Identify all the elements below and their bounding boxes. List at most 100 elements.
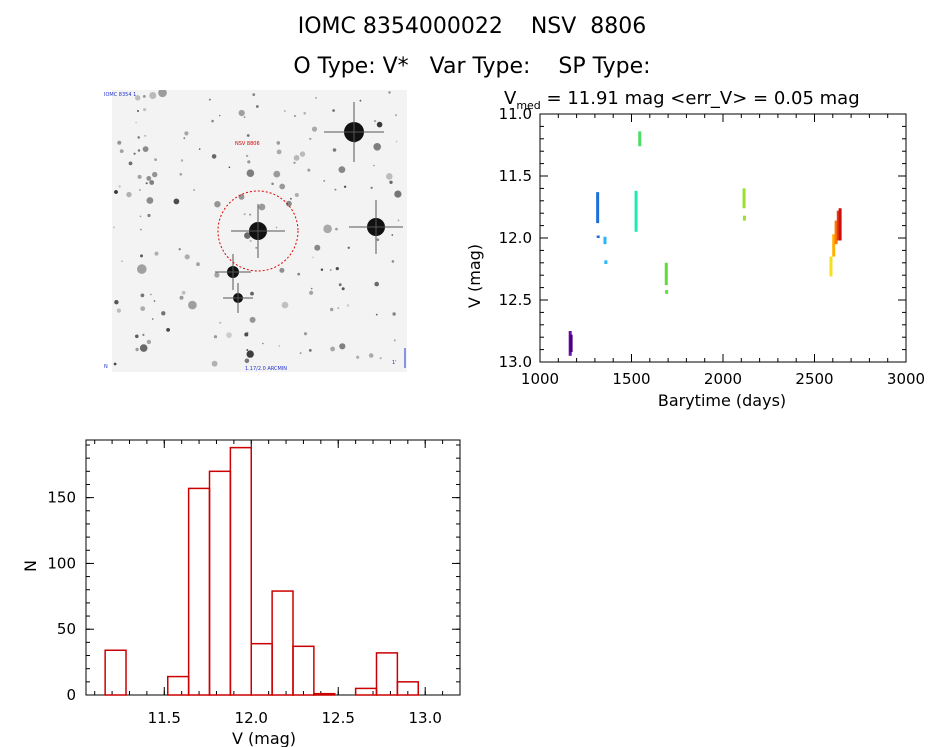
histogram-bar <box>313 692 336 696</box>
data-point-cluster <box>596 235 600 238</box>
star <box>271 182 274 186</box>
star <box>255 105 259 108</box>
star <box>368 353 374 358</box>
star <box>314 244 321 251</box>
star <box>208 98 211 101</box>
light-curve-title: Vmed = 11.91 mag <err_V> = 0.05 mag <box>504 88 860 112</box>
star <box>154 251 159 256</box>
star <box>158 90 167 98</box>
image-bottom-label: 1.17/2.0 ARCMIN <box>245 366 287 372</box>
star <box>142 146 149 152</box>
star <box>147 213 151 218</box>
star <box>238 109 245 117</box>
star <box>218 114 221 117</box>
star <box>166 328 170 332</box>
star <box>293 161 296 164</box>
star <box>139 344 148 352</box>
x-tick-label: 1500 <box>612 370 650 388</box>
light-curve-points <box>568 131 842 356</box>
star <box>308 349 312 352</box>
light-curve-frame <box>539 113 907 363</box>
star <box>243 116 246 118</box>
star <box>294 115 296 117</box>
star <box>154 158 157 161</box>
star <box>307 168 311 172</box>
star <box>249 316 256 323</box>
light-curve-ylabel: V (mag) <box>465 244 484 308</box>
star <box>211 154 217 159</box>
star <box>139 189 141 191</box>
star <box>297 272 301 276</box>
star <box>335 227 338 231</box>
star <box>303 332 308 336</box>
star <box>149 180 155 185</box>
star <box>226 332 232 338</box>
star <box>262 342 264 345</box>
star <box>140 228 142 231</box>
light-curve-xlabel: Barytime (days) <box>658 391 786 410</box>
star <box>339 343 346 350</box>
x-tick-label: 1000 <box>521 370 559 388</box>
star <box>370 186 373 189</box>
star <box>375 313 378 316</box>
star <box>323 180 326 182</box>
star <box>330 307 334 312</box>
x-tick-label: 11.5 <box>148 709 181 727</box>
star <box>346 304 350 307</box>
star <box>135 334 139 339</box>
star <box>303 112 306 115</box>
star <box>151 318 154 320</box>
sky-image-stars <box>113 90 403 367</box>
histogram-chart: 11.5 12.0 12.5 13.0 0 50 100 150 V (mag) N <box>21 439 461 747</box>
image-top-left-label: IOMC 8354 1 <box>104 92 136 98</box>
data-point-cluster <box>834 220 838 245</box>
star <box>329 269 332 271</box>
star <box>309 290 314 295</box>
data-point-cluster <box>829 256 833 277</box>
star <box>392 312 396 316</box>
star <box>142 95 146 98</box>
star <box>244 232 251 239</box>
star <box>193 189 196 191</box>
star <box>179 173 183 176</box>
star <box>139 215 142 218</box>
histogram-bar <box>292 645 315 696</box>
y-tick-label: 11.5 <box>499 167 532 185</box>
star <box>128 161 133 166</box>
star <box>309 137 312 141</box>
star <box>153 300 156 302</box>
star <box>347 246 350 249</box>
star <box>281 301 289 309</box>
star <box>397 219 400 222</box>
light-curve-title-rest: = 11.91 mag <err_V> = 0.05 mag <box>541 88 860 109</box>
y-tick-label: 13.0 <box>499 353 532 371</box>
star <box>211 119 214 123</box>
data-point-cluster <box>832 234 836 257</box>
star <box>250 291 254 296</box>
x-tick-label: 2000 <box>704 370 742 388</box>
star <box>178 248 181 251</box>
star <box>219 321 222 324</box>
star <box>338 283 342 287</box>
star <box>149 92 157 99</box>
histogram-bar <box>396 681 420 696</box>
star <box>273 170 281 178</box>
star <box>137 110 139 112</box>
star <box>255 247 258 249</box>
star <box>341 287 345 291</box>
star <box>146 197 154 204</box>
star <box>143 108 147 112</box>
star <box>258 203 266 211</box>
star <box>179 295 184 300</box>
y-tick-label: 100 <box>47 554 76 572</box>
star <box>140 306 146 311</box>
star <box>312 256 314 259</box>
star <box>356 355 360 359</box>
star <box>114 190 118 194</box>
star <box>184 254 190 260</box>
star <box>311 126 318 132</box>
star <box>320 268 324 271</box>
histogram-bar <box>104 649 127 696</box>
histogram-bars <box>104 446 420 696</box>
star <box>379 357 382 360</box>
